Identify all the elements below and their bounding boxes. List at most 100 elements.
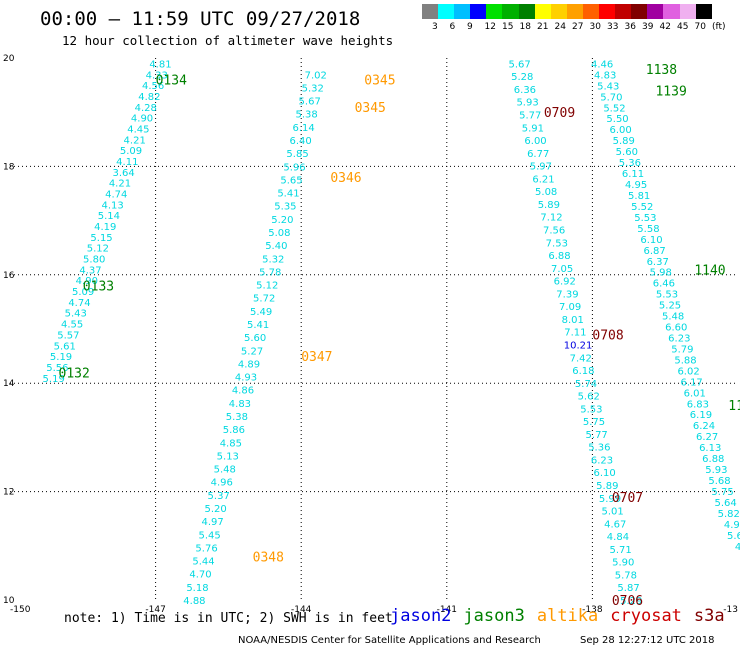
data-point-label: 6.37 <box>647 257 669 268</box>
data-point-label: 5.18 <box>186 583 208 594</box>
pass-time-label: 0133 <box>83 280 114 295</box>
data-point-label: 4.88 <box>183 596 205 607</box>
data-point-label: 5.09 <box>72 287 94 298</box>
data-point-label: 5.53 <box>634 213 656 224</box>
data-point-label: 5.78 <box>259 267 281 278</box>
y-tick-label: 16 <box>3 271 15 281</box>
data-point-label: 4.82 <box>138 92 160 103</box>
data-point-label: 6.10 <box>594 468 616 479</box>
generated-timestamp: Sep 28 12:27:12 UTC 2018 <box>580 635 715 646</box>
color-scale-tick: 27 <box>572 22 584 32</box>
data-point-label: 5.62 <box>578 392 600 403</box>
page-title: 00:00 – 11:59 UTC 09/27/2018 <box>40 8 361 30</box>
data-point-label: 8.01 <box>562 315 584 326</box>
legend-entry-jason3: jason3 <box>463 606 525 626</box>
color-scale-tick: 42 <box>659 22 671 32</box>
color-scale-tick: 15 <box>502 22 514 32</box>
credit-line: NOAA/NESDIS Center for Satellite Applica… <box>238 635 541 646</box>
pass-time-label: 0132 <box>59 366 90 381</box>
footnote: note: 1) Time is in UTC; 2) SWH is in fe… <box>64 611 393 626</box>
data-point-label: 4.74 <box>68 298 90 309</box>
data-point-label: 5.78 <box>615 570 637 581</box>
color-scale-tick: 6 <box>449 22 456 32</box>
y-tick-label: 12 <box>3 488 14 498</box>
data-point-label: 6.01 <box>684 388 706 399</box>
data-point-label: 5.15 <box>90 233 112 244</box>
data-point-label: 5.89 <box>613 136 635 147</box>
data-point-label: 5.41 <box>277 189 299 200</box>
data-point-label: 5.81 <box>628 191 650 202</box>
data-point-label: 7.02 <box>305 70 327 81</box>
color-scale-ticks: 3 6 9 12 15 18 21 24 27 30 33 36 39 42 45 70 (ft) <box>422 22 738 34</box>
data-point-label: 5.75 <box>583 417 605 428</box>
color-scale-swatch <box>663 4 680 19</box>
data-point-label: 5.50 <box>606 114 628 125</box>
data-point-label: 6.92 <box>554 277 576 288</box>
data-point-label: 5.91 <box>522 123 544 134</box>
color-scale-swatch <box>647 4 664 19</box>
data-point-label: 4.97 <box>201 517 223 528</box>
data-point-label: 4.95 <box>625 180 647 191</box>
data-point-label: 5.37 <box>208 491 230 502</box>
data-point-label: 5.86 <box>223 425 245 436</box>
color-scale-tick: 33 <box>607 22 619 32</box>
data-point-label: 4.83 <box>594 70 616 81</box>
pass-time-label: 0347 <box>301 350 332 365</box>
data-point-label: 5.32 <box>262 254 284 265</box>
data-point-label: 4.19 <box>94 222 116 233</box>
color-scale-swatch <box>599 4 616 19</box>
data-point-label: 5.88 <box>674 355 696 366</box>
data-point-label: 6.21 <box>532 174 554 185</box>
data-point-label: 7.56 <box>543 226 565 237</box>
color-scale-swatch <box>502 4 519 19</box>
data-point-label: 4.37 <box>79 265 101 276</box>
data-point-label: 5.87 <box>617 583 639 594</box>
data-point-label: 5.80 <box>83 255 105 266</box>
data-point-label: 5.38 <box>296 110 318 121</box>
color-scale-swatch <box>631 4 648 19</box>
data-point-label: 5.36 <box>588 443 610 454</box>
data-point-label: 5.08 <box>268 228 290 239</box>
data-point-label: 7.42 <box>570 353 592 364</box>
color-scale-swatch <box>534 4 551 19</box>
color-scale-swatch <box>582 4 600 19</box>
data-point-label: 5.74 <box>575 379 597 390</box>
data-point-label: 5.35 <box>274 202 296 213</box>
data-point-label: 6.77 <box>527 149 549 160</box>
data-point-label: 5.76 <box>195 543 217 554</box>
data-point-label: 4.70 <box>189 570 211 581</box>
data-point-label: 5.44 <box>192 557 214 568</box>
data-point-label: 5.98 <box>650 268 672 279</box>
pass-time-label: 11- <box>728 399 740 414</box>
data-point-label: 6.00 <box>610 125 632 136</box>
data-point-label: 5.72 <box>253 294 275 305</box>
data-point-label: 5.49 <box>250 307 272 318</box>
data-point-label: 5.29 <box>620 596 642 607</box>
color-scale-tick: 45 <box>677 22 689 32</box>
data-point-label: 4.46 <box>591 59 613 70</box>
data-point-label: 4.45 <box>127 124 149 135</box>
data-point-label: 5.77 <box>586 430 608 441</box>
color-scale-swatch <box>550 4 567 19</box>
color-scale-tick: 39 <box>642 22 654 32</box>
y-tick-label: 20 <box>3 54 15 64</box>
pass-time-label: 0707 <box>612 491 643 506</box>
data-point-label: 5.75 <box>711 487 733 498</box>
data-point-label: 6.23 <box>668 333 690 344</box>
data-point-label: 4.33 <box>146 70 168 81</box>
data-point-label: 5.08 <box>535 187 557 198</box>
data-point-label: 6.24 <box>693 421 715 432</box>
color-scale-tick: 21 <box>537 22 549 32</box>
data-point-label: 5.12 <box>256 281 278 292</box>
data-point-label: 5.79 <box>671 344 693 355</box>
data-point-label: 5.60 <box>616 147 638 158</box>
data-point-label: 5.43 <box>597 81 619 92</box>
color-scale-tick: 24 <box>554 22 566 32</box>
data-point-label: 6.60 <box>665 323 687 334</box>
data-point-label: 4.85 <box>220 438 242 449</box>
data-point-label: 5.25 <box>659 301 681 312</box>
data-point-label: 5.36 <box>619 158 641 169</box>
data-point-label: 5.97 <box>530 162 552 173</box>
data-point-label: 5.56 <box>46 363 68 374</box>
